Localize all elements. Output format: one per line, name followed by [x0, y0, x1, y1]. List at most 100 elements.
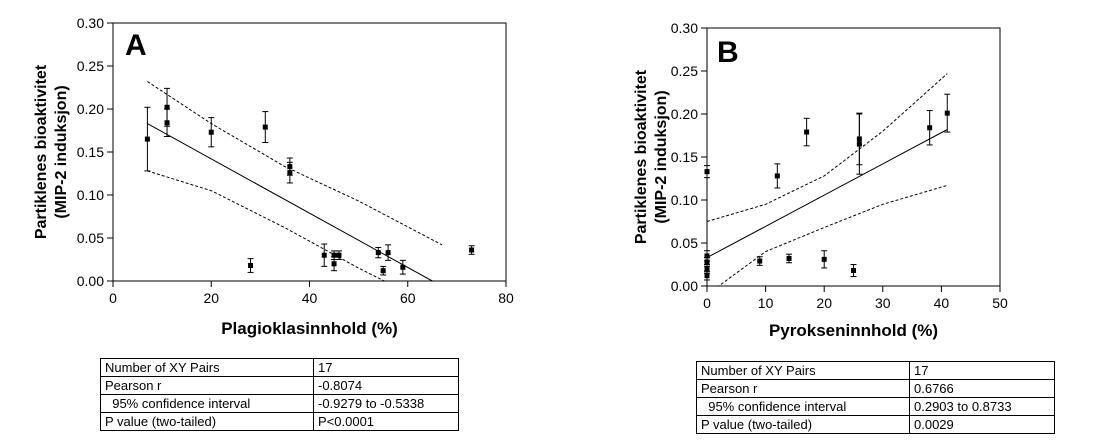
y-tick-label: 0.05 — [77, 230, 104, 246]
stats-label: 95% confidence interval — [696, 397, 910, 416]
y-tick-label: 0.20 — [77, 101, 104, 117]
stats-label: Number of XY Pairs — [696, 361, 910, 380]
table-row: 95% confidence interval -0.9279 to -0.533… — [100, 394, 459, 413]
data-point — [468, 245, 475, 255]
y-tick-label: 0.10 — [671, 192, 698, 208]
x-tick-label: 30 — [875, 295, 891, 311]
point-marker — [321, 252, 327, 258]
point-marker — [331, 261, 337, 267]
table-row: P value (two-tailed) P<0.0001 — [100, 412, 459, 431]
point-marker — [262, 124, 268, 130]
stats-table-b: Number of XY Pairs 17 Pearson r 0.6766 95%… — [696, 361, 1055, 434]
point-marker — [704, 259, 710, 265]
stats-label: Pearson r — [100, 376, 314, 395]
y-tick-label: 0.30 — [671, 20, 698, 36]
data-point — [208, 117, 215, 148]
y-tick-label: 0.30 — [77, 15, 104, 31]
stats-label: P value (two-tailed) — [100, 412, 314, 431]
point-marker — [804, 129, 810, 135]
stats-value: -0.9279 to -0.5338 — [313, 394, 459, 413]
stats-value: 17 — [313, 358, 459, 377]
stats-value: 0.2903 to 0.8733 — [909, 397, 1055, 416]
point-marker — [380, 268, 386, 274]
point-marker — [786, 255, 792, 261]
data-point — [926, 110, 933, 146]
data-point — [399, 259, 406, 275]
point-marker — [331, 252, 337, 258]
x-tick-label: 0 — [703, 295, 711, 311]
x-axis-title: Pyrokseninnhold (%) — [769, 321, 938, 340]
point-marker — [704, 169, 710, 175]
table-row: 95% confidence interval 0.2903 to 0.8733 — [696, 397, 1055, 416]
point-marker — [851, 268, 856, 274]
point-marker — [774, 173, 780, 179]
x-tick-label: 40 — [302, 290, 318, 306]
data-point — [380, 265, 387, 276]
ci-lower-band — [147, 170, 386, 281]
y-tick-label: 0.15 — [671, 149, 698, 165]
stats-label: Pearson r — [696, 379, 910, 398]
data-point — [321, 243, 328, 267]
data-point — [164, 108, 171, 138]
point-marker — [287, 170, 293, 176]
point-marker — [856, 141, 862, 147]
y-tick-label: 0.00 — [671, 278, 698, 294]
data-point — [144, 106, 151, 172]
ci-upper-band — [147, 81, 443, 246]
y-tick-label: 0.00 — [77, 273, 104, 289]
y-tick-label: 0.25 — [671, 63, 698, 79]
stats-label: 95% confidence interval — [100, 394, 314, 413]
y-axis-title: Partiklenes bioaktivitet — [33, 64, 50, 239]
regression-line — [707, 129, 948, 259]
point-marker — [144, 136, 150, 142]
point-marker — [704, 253, 710, 259]
chart-panel-a — [107, 22, 507, 287]
table-row: P value (two-tailed) 0.0029 — [696, 415, 1055, 434]
fit-lines — [707, 73, 948, 286]
table-row: Number of XY Pairs 17 — [696, 361, 1055, 380]
ci-lower-band — [717, 184, 948, 286]
panel-label: B — [717, 36, 739, 69]
y-tick-label: 0.25 — [77, 58, 104, 74]
plot-frame — [706, 27, 1001, 287]
point-marker — [704, 266, 710, 272]
x-tick-label: 40 — [934, 295, 950, 311]
stats-value: P<0.0001 — [313, 412, 459, 431]
point-marker — [469, 247, 475, 253]
data-point — [850, 264, 857, 278]
data-point — [803, 117, 810, 147]
data-point — [375, 246, 382, 259]
stats-value: -0.8074 — [313, 376, 459, 395]
panel-label: A — [125, 29, 147, 62]
point-marker — [385, 250, 391, 256]
stats-value: 0.0029 — [909, 415, 1055, 434]
point-marker — [400, 264, 406, 270]
x-axis-title: Plagioklasinnhold (%) — [221, 319, 398, 338]
plot-frame — [112, 22, 507, 282]
point-marker — [164, 104, 170, 110]
data-point — [704, 270, 710, 281]
y-tick-label: 0.10 — [77, 187, 104, 203]
point-marker — [757, 258, 763, 264]
data-point — [335, 250, 342, 260]
y-axis-subtitle: (MIP-2 induksjon) — [653, 90, 670, 223]
x-tick-label: 60 — [400, 290, 416, 306]
point-marker — [208, 129, 214, 135]
table-row: Number of XY Pairs 17 — [100, 358, 459, 377]
stats-value: 17 — [909, 361, 1055, 380]
ci-upper-band — [707, 73, 948, 222]
data-point — [774, 163, 781, 189]
fit-lines — [147, 81, 443, 281]
data-point — [286, 161, 293, 184]
table-row: Pearson r -0.8074 — [100, 376, 459, 395]
y-axis-title: Partiklenes bioaktivitet — [633, 69, 650, 244]
point-marker — [821, 256, 827, 262]
data-point — [704, 165, 710, 179]
x-tick-label: 50 — [992, 295, 1008, 311]
data-point — [247, 258, 254, 273]
data-point — [944, 93, 951, 133]
y-tick-label: 0.20 — [671, 106, 698, 122]
regression-line — [147, 123, 433, 281]
x-tick-label: 20 — [203, 290, 219, 306]
x-tick-label: 10 — [758, 295, 774, 311]
